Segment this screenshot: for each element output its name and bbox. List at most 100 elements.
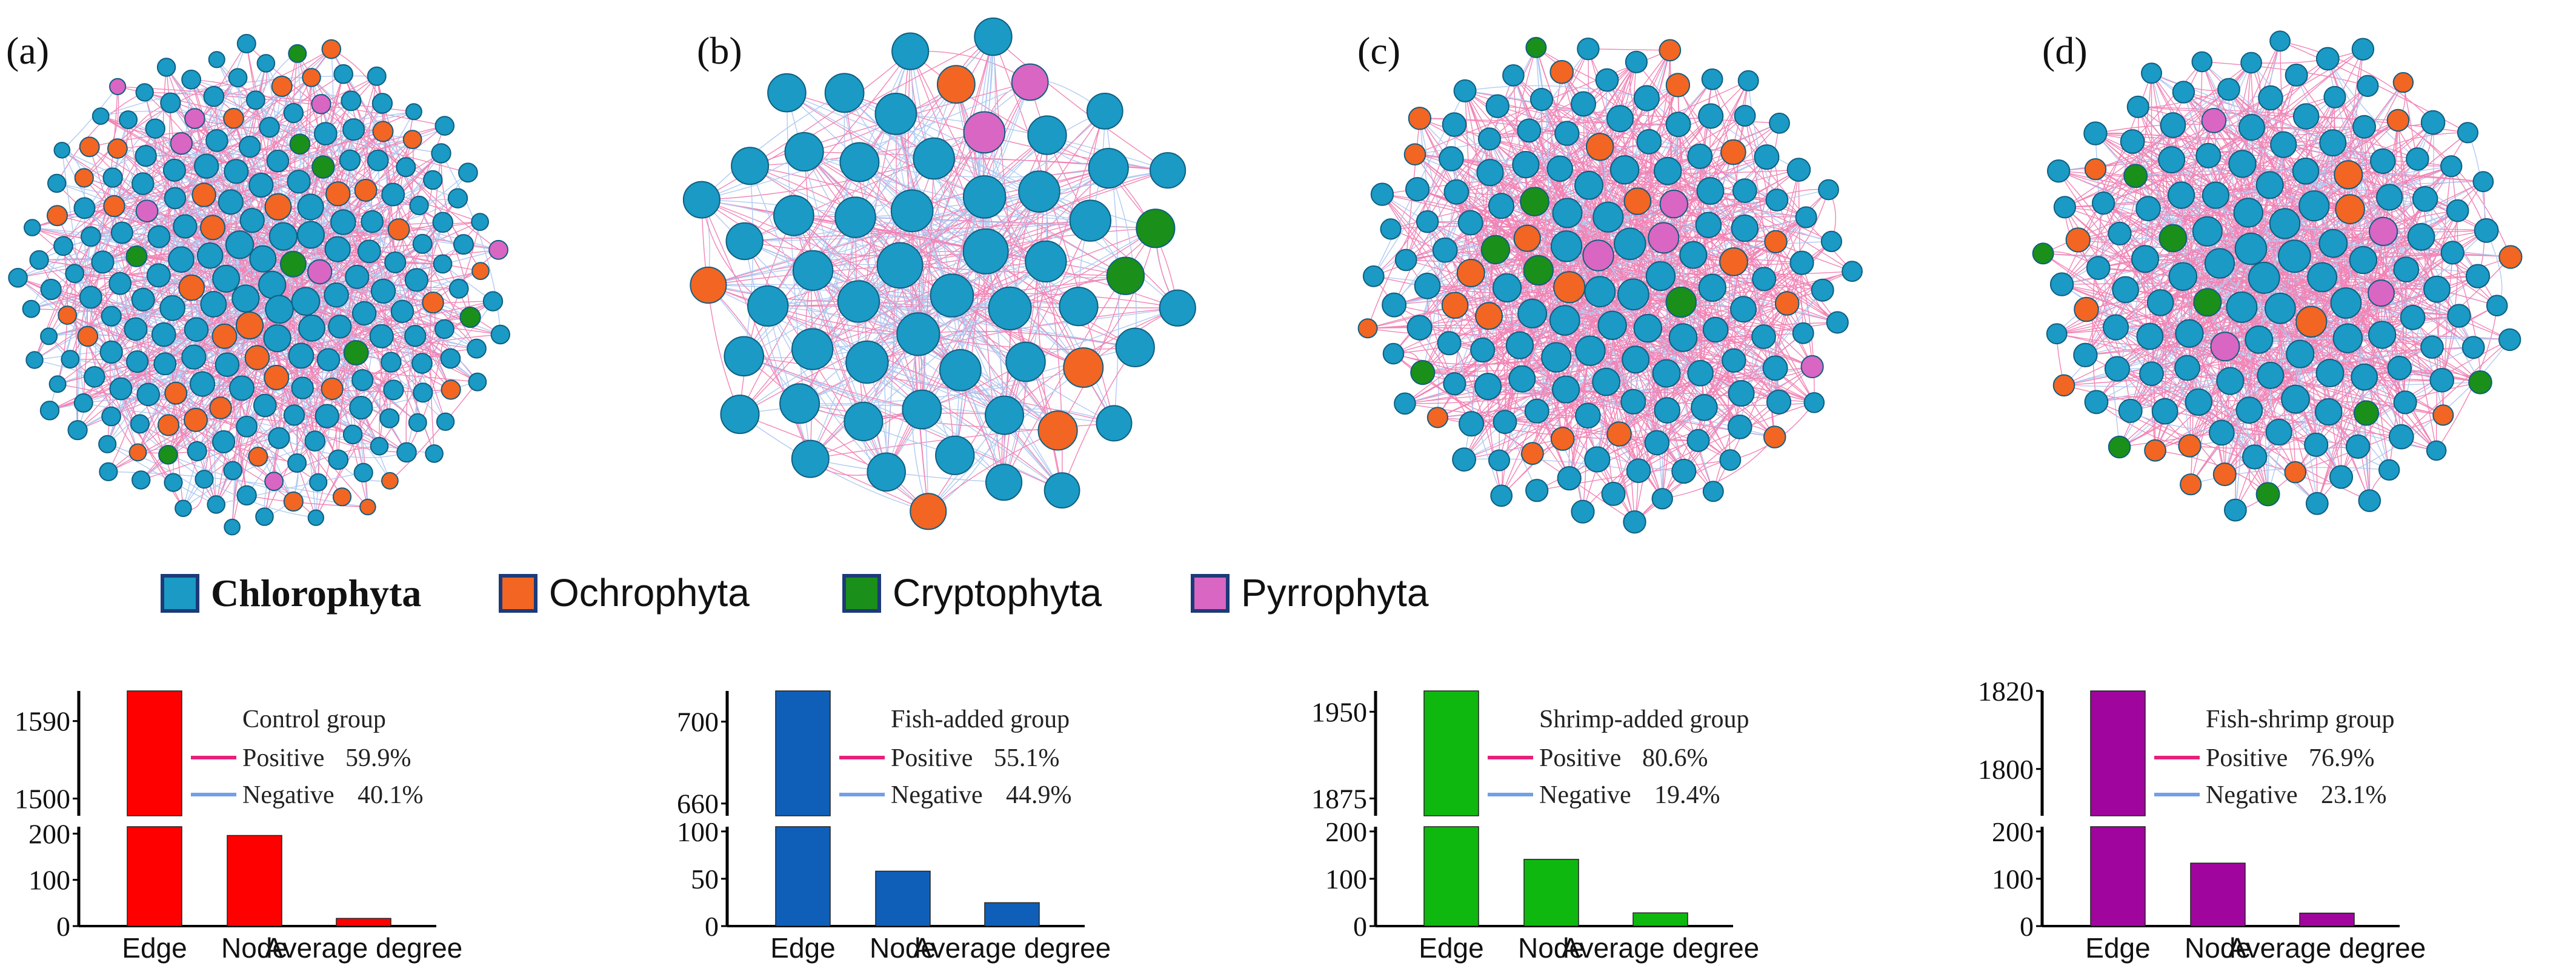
node-ochrophyta <box>74 168 94 188</box>
y-tick-label: 0 <box>2020 911 2034 942</box>
bar-node <box>875 870 931 927</box>
node-chlorophyta <box>2118 398 2143 423</box>
node-chlorophyta <box>2440 155 2463 178</box>
node-chlorophyta <box>99 340 123 364</box>
network-edge <box>2248 212 2331 373</box>
node-chlorophyta <box>2440 241 2465 265</box>
node-chlorophyta <box>1671 458 1697 484</box>
node-ochrophyta <box>264 364 290 390</box>
node-chlorophyta <box>146 263 171 288</box>
node-pyrrophyta <box>488 239 508 260</box>
network-edge <box>2189 333 2269 495</box>
node-chlorophyta <box>203 85 225 107</box>
node-chlorophyta <box>2255 171 2284 199</box>
node-chlorophyta <box>2461 336 2485 359</box>
network-nodes <box>1357 36 1863 534</box>
node-ochrophyta <box>325 181 351 207</box>
node-chlorophyta <box>1115 327 1155 367</box>
node-chlorophyta <box>2278 239 2311 273</box>
network-edge <box>2222 432 2358 447</box>
node-chlorophyta <box>440 348 461 369</box>
network-panels: (a) (b) (c) (d) <box>6 17 2523 536</box>
node-chlorophyta <box>2370 148 2396 175</box>
node-chlorophyta <box>1505 331 1534 359</box>
node-cryptophyta <box>459 306 481 328</box>
node-chlorophyta <box>195 470 214 489</box>
node-ochrophyta <box>209 396 232 419</box>
node-chlorophyta <box>773 195 814 236</box>
network-edge <box>2328 347 2474 413</box>
node-chlorophyta <box>2457 122 2478 144</box>
node-chlorophyta <box>40 327 58 345</box>
network-edge <box>101 110 234 119</box>
node-chlorophyta <box>208 51 225 68</box>
x-tick-label: Node <box>870 932 936 964</box>
node-chlorophyta <box>2329 465 2354 489</box>
node-ochrophyta <box>244 345 270 370</box>
positive-value: 55.1% <box>994 744 1060 772</box>
network-edge <box>2280 41 2434 123</box>
network-edge <box>2130 75 2297 412</box>
negative-label: Negative <box>1539 781 1631 809</box>
node-chlorophyta <box>1702 481 1724 502</box>
network-edge <box>1634 393 1742 522</box>
network-edge <box>1367 158 1452 329</box>
node-chlorophyta <box>79 285 102 309</box>
node-chlorophyta <box>1432 237 1458 263</box>
node-chlorophyta <box>288 342 315 369</box>
group-title: Shrimp-added group <box>1539 705 1749 733</box>
network-edge <box>701 199 741 415</box>
node-chlorophyta <box>109 377 133 401</box>
node-chlorophyta <box>40 278 62 301</box>
network-edge <box>111 86 282 353</box>
node-cryptophyta <box>1520 187 1549 217</box>
node-chlorophyta <box>1517 298 1548 328</box>
network-edge <box>2202 61 2334 244</box>
node-chlorophyta <box>390 299 414 323</box>
node-chlorophyta <box>381 352 402 373</box>
node-ochrophyta <box>200 215 225 241</box>
node-chlorophyta <box>1762 355 1788 381</box>
network-edge <box>137 361 279 439</box>
node-chlorophyta <box>2131 245 2159 273</box>
x-tick-label: Edge <box>2085 932 2150 964</box>
node-chlorophyta <box>194 153 219 179</box>
node-ochrophyta <box>211 323 238 349</box>
node-chlorophyta <box>73 197 96 219</box>
negative-label: Negative <box>242 781 334 809</box>
node-chlorophyta <box>2265 418 2292 446</box>
network-edge <box>2078 184 2270 241</box>
node-chlorophyta <box>1826 311 1849 334</box>
node-chlorophyta <box>2318 228 2348 258</box>
node-chlorophyta <box>2376 184 2403 211</box>
node-chlorophyta <box>1668 323 1698 352</box>
node-chlorophyta <box>53 236 73 256</box>
node-chlorophyta <box>2420 335 2444 359</box>
node-chlorophyta <box>1696 177 1725 205</box>
legend-label: Chlorophyta <box>211 572 421 615</box>
node-chlorophyta <box>1554 121 1580 146</box>
node-chlorophyta <box>939 348 982 392</box>
node-chlorophyta <box>92 107 110 125</box>
node-ochrophyta <box>441 379 461 400</box>
network-edge <box>750 165 1011 309</box>
node-chlorophyta <box>1574 170 1604 200</box>
y-tick-label: 50 <box>691 864 719 895</box>
network-edge <box>812 270 887 473</box>
network-edge <box>2294 256 2406 403</box>
network-edge <box>204 479 316 518</box>
network-edge <box>1010 228 1156 309</box>
bar-edge-upper <box>1423 690 1479 816</box>
network-edge <box>918 330 1136 348</box>
network-edge <box>2198 401 2401 438</box>
node-chlorophyta <box>1702 316 1729 343</box>
node-ochrophyta <box>2334 160 2363 190</box>
network-edge <box>281 86 451 390</box>
legend-label: Cryptophyta <box>893 571 1102 615</box>
node-chlorophyta <box>1512 151 1540 179</box>
node-chlorophyta <box>135 83 154 102</box>
node-chlorophyta <box>396 157 416 178</box>
network-edge <box>250 131 384 151</box>
node-chlorophyta <box>1719 449 1742 471</box>
